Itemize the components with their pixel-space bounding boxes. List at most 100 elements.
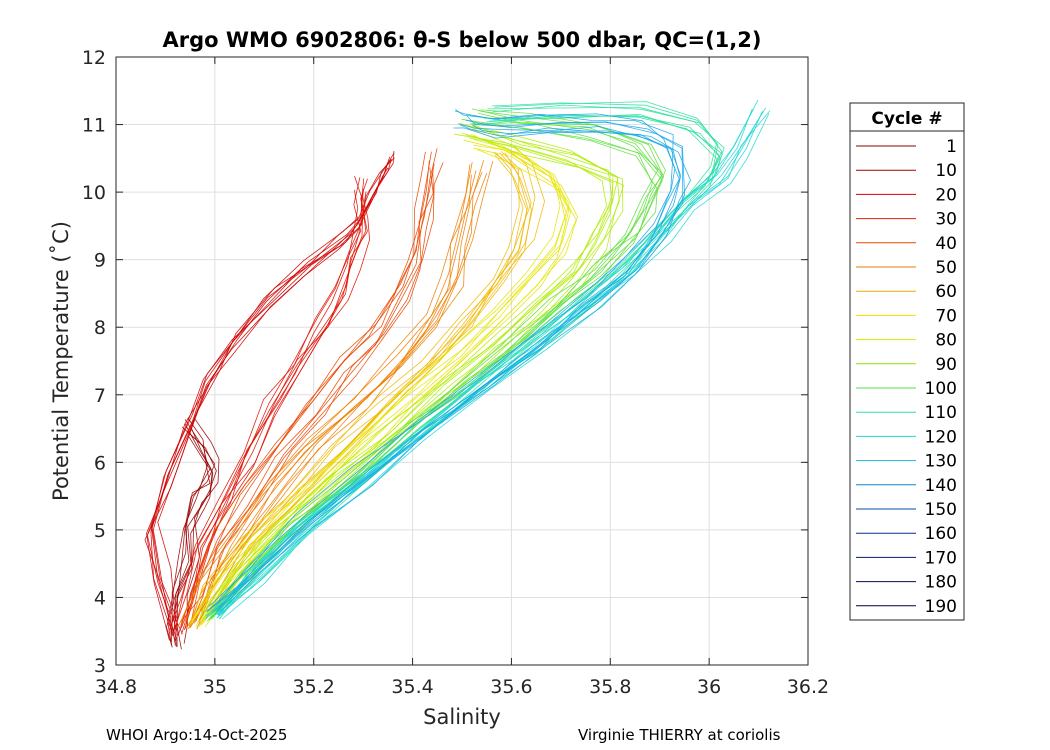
- profile-line: [199, 138, 571, 622]
- profile-line: [186, 174, 472, 629]
- profile-line: [215, 115, 684, 613]
- x-tick-label: 36.2: [787, 676, 829, 698]
- profile-line: [195, 139, 567, 628]
- series-120-140: [206, 109, 692, 616]
- legend-label: 140: [925, 476, 957, 496]
- legend-label: 170: [925, 548, 957, 568]
- profile-line: [218, 110, 771, 617]
- y-tick-label: 3: [94, 655, 106, 677]
- profile-line: [219, 104, 723, 620]
- profile-line: [204, 144, 579, 627]
- profile-line: [189, 152, 524, 628]
- legend-label: 110: [925, 403, 957, 423]
- legend-label: 120: [925, 427, 957, 447]
- legend-label: 20: [935, 185, 957, 205]
- profile-line: [189, 132, 570, 625]
- profile-line: [217, 124, 692, 616]
- profile-line: [201, 122, 613, 614]
- legend-label: 100: [925, 379, 957, 399]
- profile-line: [210, 108, 663, 614]
- legend-label: 10: [935, 161, 957, 181]
- y-tick-label: 11: [82, 115, 106, 137]
- legend-label: 90: [935, 355, 957, 375]
- profile-line: [191, 127, 561, 622]
- x-ticks: 34.8 35 35.2 35.4 35.6 35.8 36 36.2: [95, 57, 829, 698]
- profile-line: [185, 160, 430, 629]
- profile-line: [210, 102, 717, 618]
- x-tick-label: 35: [203, 676, 227, 698]
- profile-line: [180, 178, 367, 629]
- profile-line: [183, 416, 220, 644]
- legend-label: 1: [946, 137, 957, 157]
- x-tick-label: 35.6: [490, 676, 532, 698]
- profile-line: [189, 148, 438, 628]
- x-tick-label: 35.4: [391, 676, 433, 698]
- series-1-10: [166, 416, 220, 650]
- profile-line: [171, 419, 216, 646]
- profile-line: [150, 152, 395, 642]
- legend-label: 150: [925, 500, 957, 520]
- profile-line: [213, 110, 666, 616]
- y-ticks: 3 4 5 6 7 8 9 10 11 12: [82, 47, 808, 677]
- legend-label: 180: [925, 573, 957, 593]
- legend-label: 50: [935, 258, 957, 278]
- legend-label: 130: [925, 452, 957, 472]
- legend: Cycle # 11020304050607080901001101201301…: [849, 102, 965, 621]
- profile-line: [192, 152, 528, 623]
- profile-line: [179, 163, 435, 623]
- profile-line: [196, 148, 536, 628]
- profile-line: [206, 124, 680, 612]
- y-tick-label: 8: [94, 317, 106, 339]
- profile-line: [206, 108, 753, 617]
- legend-title: Cycle #: [871, 109, 942, 129]
- x-tick-label: 35.8: [589, 676, 631, 698]
- profile-line: [168, 189, 359, 632]
- y-tick-label: 9: [94, 250, 106, 272]
- footer-right: Virginie THIERRY at coriolis: [578, 726, 781, 744]
- profile-line: [184, 162, 473, 624]
- y-tick-label: 5: [94, 520, 106, 542]
- legend-label: 40: [935, 234, 957, 254]
- profile-line: [217, 119, 686, 611]
- profile-line: [212, 109, 674, 608]
- profile-line: [213, 123, 682, 612]
- profile-line: [181, 188, 364, 635]
- profile-line: [199, 160, 485, 621]
- legend-label: 190: [925, 597, 957, 617]
- y-tick-label: 6: [94, 452, 106, 474]
- profile-line: [144, 167, 389, 636]
- footer-left: WHOI Argo:14-Oct-2025: [106, 726, 288, 744]
- x-tick-label: 36: [697, 676, 721, 698]
- x-tick-label: 35.2: [293, 676, 335, 698]
- profile-line: [222, 113, 770, 620]
- y-tick-label: 10: [82, 182, 106, 204]
- legend-label: 30: [935, 210, 957, 230]
- profile-line: [196, 172, 488, 630]
- profile-line: [166, 426, 208, 648]
- profile-line: [150, 156, 391, 642]
- chart-title: Argo WMO 6902806: θ-S below 500 dbar, QC…: [163, 28, 762, 52]
- legend-entries: 1102030405060708090100110120130140150160…: [856, 137, 957, 617]
- legend-label: 160: [925, 524, 957, 544]
- legend-label: 70: [935, 306, 957, 326]
- profile-line: [207, 123, 658, 617]
- profile-line: [180, 151, 426, 626]
- series-layer: [144, 99, 771, 650]
- profile-line: [184, 191, 367, 631]
- profile-line: [206, 127, 681, 613]
- y-tick-label: 4: [94, 587, 106, 609]
- profile-line: [201, 123, 614, 619]
- x-tick-label: 34.8: [95, 676, 137, 698]
- series-30-40: [179, 148, 444, 629]
- profile-line: [216, 99, 759, 619]
- profile-line: [195, 162, 444, 622]
- y-tick-label: 7: [94, 385, 106, 407]
- profile-line: [209, 113, 659, 616]
- x-axis-label: Salinity: [423, 705, 501, 729]
- profile-line: [204, 108, 754, 621]
- profile-line: [173, 175, 362, 631]
- profile-line: [185, 178, 368, 629]
- y-tick-label: 12: [82, 47, 106, 69]
- legend-label: 80: [935, 331, 957, 351]
